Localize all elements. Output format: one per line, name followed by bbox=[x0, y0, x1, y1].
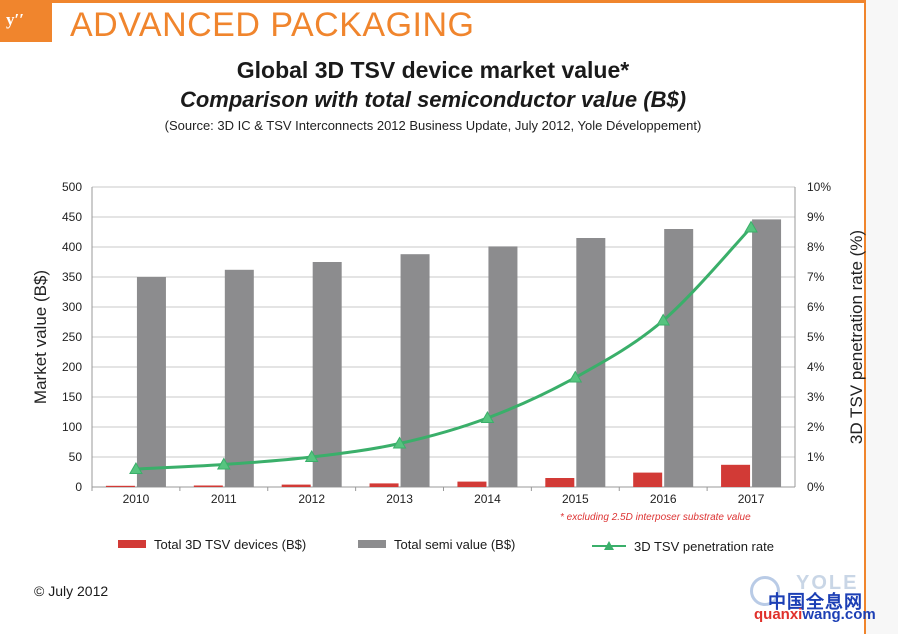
watermark-url: quanxiwang.com bbox=[754, 606, 876, 623]
bar-tsv-devices bbox=[545, 478, 575, 487]
copyright: © July 2012 bbox=[34, 583, 109, 599]
legend-label: Total semi value (B$) bbox=[394, 536, 516, 552]
line-point-triangle bbox=[568, 370, 583, 383]
chart-source: (Source: 3D IC & TSV Interconnects 2012 … bbox=[164, 118, 702, 133]
line-point-triangle bbox=[216, 457, 231, 470]
bar-tsv-devices bbox=[369, 483, 399, 487]
x-tick-label: 2013 bbox=[386, 492, 413, 506]
chart-title: Global 3D TSV device market value* bbox=[236, 57, 630, 83]
x-tick-label: 2016 bbox=[650, 492, 677, 506]
y2-tick-label: 10% bbox=[807, 180, 831, 194]
chart-subtitle: Comparison with total semiconductor valu… bbox=[179, 87, 687, 112]
watermark: YOLE 中国全息网 quanxiwang.com bbox=[748, 572, 876, 630]
y2-tick-label: 0% bbox=[807, 480, 825, 494]
line-point-triangle bbox=[656, 313, 671, 326]
y2-tick-label: 6% bbox=[807, 300, 825, 314]
y-tick-label: 450 bbox=[62, 210, 82, 224]
y-tick-label: 300 bbox=[62, 300, 82, 314]
y-tick-label: 100 bbox=[62, 420, 82, 434]
y-tick-label: 150 bbox=[62, 390, 82, 404]
legend-swatch-gray bbox=[358, 540, 386, 548]
watermark-globe-icon bbox=[750, 576, 780, 606]
y-tick-label: 0 bbox=[75, 480, 82, 494]
header-title: ADVANCED PACKAGING bbox=[70, 6, 475, 44]
y2-tick-label: 8% bbox=[807, 240, 825, 254]
bar-tsv-devices bbox=[457, 481, 487, 487]
y2-tick-label: 4% bbox=[807, 360, 825, 374]
y2-tick-label: 1% bbox=[807, 450, 825, 464]
legend-line-triangle-icon bbox=[592, 541, 626, 551]
chart-footnote: * excluding 2.5D interposer substrate va… bbox=[560, 512, 751, 523]
legend-label: 3D TSV penetration rate bbox=[634, 538, 774, 554]
bar-tsv-devices bbox=[105, 485, 135, 487]
line-point-triangle bbox=[744, 220, 758, 233]
y-axis-label: Market value (B$) bbox=[31, 270, 50, 404]
watermark-cn-text: 中国全息网 bbox=[768, 592, 863, 612]
x-tick-label: 2012 bbox=[298, 492, 325, 506]
bar-semi-value bbox=[752, 219, 782, 487]
x-tick-label: 2010 bbox=[123, 492, 150, 506]
chart: 0 50 100 150 200 250 300 350 400 450 500 0% 1% 2% 3% 4%… bbox=[31, 180, 866, 506]
legend-item-penetration-rate: 3D TSV penetration rate bbox=[592, 536, 774, 556]
frame-top-bar bbox=[0, 0, 898, 3]
bar-semi-value bbox=[224, 269, 254, 487]
y2-tick-label: 9% bbox=[807, 210, 825, 224]
y-tick-label: 400 bbox=[62, 240, 82, 254]
line-point-triangle bbox=[392, 436, 407, 449]
watermark-url-part-a: quanxi bbox=[754, 606, 803, 623]
x-tick-label: 2017 bbox=[738, 492, 765, 506]
corner-logo-box: yʹʹ bbox=[0, 0, 52, 42]
legend-label: Total 3D TSV devices (B$) bbox=[154, 536, 307, 552]
bar-tsv-devices bbox=[721, 464, 751, 487]
y2-tick-label: 7% bbox=[807, 270, 825, 284]
y2-tick-label: 5% bbox=[807, 330, 825, 344]
y2-tick-label: 2% bbox=[807, 420, 825, 434]
line-point-triangle bbox=[480, 410, 495, 423]
frame-right-border bbox=[864, 0, 866, 634]
y-tick-label: 500 bbox=[62, 180, 82, 194]
bar-semi-value bbox=[136, 277, 166, 487]
bar-semi-value bbox=[488, 246, 518, 487]
line-point-triangle bbox=[129, 461, 143, 474]
x-tick-label: 2011 bbox=[211, 492, 237, 506]
x-tick-label: 2014 bbox=[474, 492, 501, 506]
y-tick-label: 350 bbox=[62, 270, 82, 284]
yole-logo-icon: yʹʹ bbox=[6, 10, 25, 29]
watermark-yole: YOLE bbox=[796, 572, 859, 594]
legend-item-semi-value: Total semi value (B$) bbox=[358, 534, 515, 554]
y-tick-label: 200 bbox=[62, 360, 82, 374]
bar-semi-value bbox=[312, 262, 342, 487]
legend-item-tsv-devices: Total 3D TSV devices (B$) bbox=[118, 534, 306, 554]
bar-tsv-devices bbox=[633, 472, 663, 487]
bar-tsv-devices bbox=[193, 485, 223, 487]
line-point-triangle bbox=[304, 449, 319, 462]
bar-semi-value bbox=[400, 254, 430, 487]
frame-right-panel bbox=[866, 0, 898, 634]
bar-semi-value bbox=[664, 229, 694, 487]
y2-axis-label: 3D TSV penetration rate (%) bbox=[847, 230, 866, 444]
x-tick-label: 2015 bbox=[562, 492, 589, 506]
legend-swatch-red bbox=[118, 540, 146, 548]
y-tick-label: 50 bbox=[69, 450, 83, 464]
bar-tsv-devices bbox=[281, 484, 311, 487]
watermark-url-part-b: wang.com bbox=[802, 606, 876, 623]
y2-tick-label: 3% bbox=[807, 390, 825, 404]
y-tick-label: 250 bbox=[62, 330, 82, 344]
